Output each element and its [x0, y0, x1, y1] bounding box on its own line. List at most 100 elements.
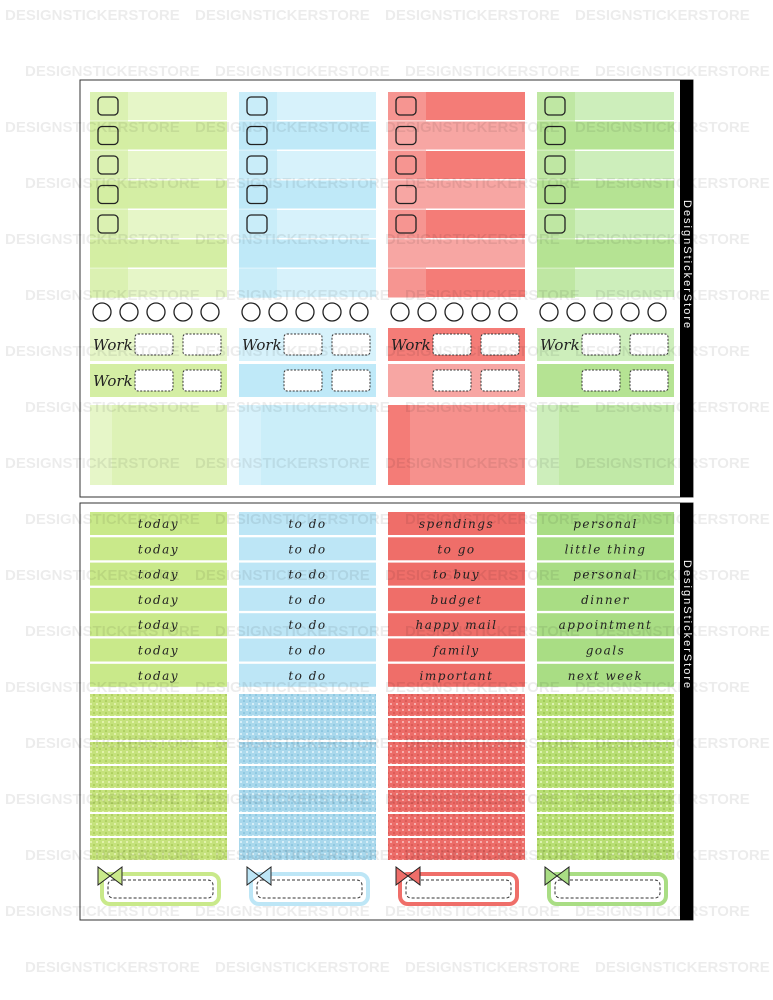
watermark: DESIGNSTICKERSTORE [215, 847, 390, 864]
label-strip [90, 613, 227, 637]
time-box [629, 369, 669, 392]
work-label: Work [93, 372, 133, 390]
watermark: DESIGNSTICKERSTORE [575, 679, 750, 696]
watermark: DESIGNSTICKERSTORE [195, 791, 370, 808]
strip-label: appointment [559, 618, 653, 632]
watermark: DESIGNSTICKERSTORE [405, 735, 580, 752]
time-box [480, 333, 520, 356]
bow-label-inner [405, 879, 512, 899]
watermark: DESIGNSTICKERSTORE [405, 511, 580, 528]
glitter-strip [388, 766, 525, 788]
watermark: DESIGNSTICKERSTORE [215, 623, 390, 640]
bottom-strip [680, 503, 693, 920]
bow-label-inner [554, 879, 661, 899]
watermark: DESIGNSTICKERSTORE [215, 175, 390, 192]
strip-label: budget [431, 593, 483, 607]
icon [97, 214, 119, 234]
icon [322, 302, 342, 322]
strip-label: today [138, 669, 179, 683]
glitter-strip [388, 694, 525, 716]
bow-label [547, 872, 668, 906]
watermark: DESIGNSTICKERSTORE [195, 7, 370, 24]
time-box [283, 333, 323, 356]
label-strip [388, 587, 525, 611]
watermark: DESIGNSTICKERSTORE [25, 399, 200, 416]
glitter-strip [388, 718, 525, 740]
strip-label: family [432, 644, 479, 658]
bottom-block-inner [261, 405, 376, 485]
watermark: DESIGNSTICKERSTORE [25, 175, 200, 192]
time-box [182, 369, 222, 392]
strip-label: little thing [565, 542, 647, 556]
label-strip [239, 537, 376, 561]
label-strip [388, 663, 525, 687]
glitter-strip [388, 790, 525, 812]
label-strip [239, 562, 376, 586]
icon [349, 302, 369, 322]
icon [544, 184, 566, 205]
icon [620, 302, 640, 322]
watermark: DESIGNSTICKERSTORE [5, 791, 180, 808]
strip-label: today [138, 568, 179, 582]
icon [593, 302, 613, 322]
strip-label: to do [288, 669, 326, 683]
icon [246, 96, 268, 116]
label-strip [90, 512, 227, 535]
icon [390, 302, 410, 322]
glitter-strip [388, 814, 525, 836]
time-box [134, 369, 174, 392]
time-box [283, 369, 323, 392]
watermark: DESIGNSTICKERSTORE [215, 735, 390, 752]
watermark: DESIGNSTICKERSTORE [595, 175, 770, 192]
strip-label: happy mail [415, 618, 497, 632]
icon [444, 302, 464, 322]
strip-label: to do [288, 517, 326, 531]
glitter-strip [90, 838, 227, 860]
glitter-strip [537, 694, 674, 716]
watermark: DESIGNSTICKERSTORE [25, 735, 200, 752]
watermark: DESIGNSTICKERSTORE [595, 847, 770, 864]
glitter-strip [239, 694, 376, 716]
watermark: DESIGNSTICKERSTORE [25, 959, 200, 976]
bottom-block-inner [112, 405, 227, 485]
strip-label: to go [437, 542, 475, 556]
strip-label: next week [568, 669, 643, 683]
bow [97, 866, 123, 886]
watermark: DESIGNSTICKERSTORE [215, 959, 390, 976]
time-box [581, 369, 621, 392]
strip-label: today [138, 517, 179, 531]
bow-label [100, 872, 221, 906]
bow [246, 866, 272, 886]
label-strip [90, 562, 227, 586]
watermark: DESIGNSTICKERSTORE [195, 567, 370, 584]
watermark: DESIGNSTICKERSTORE [215, 63, 390, 80]
watermark: DESIGNSTICKERSTORE [575, 7, 750, 24]
strip-label: to do [288, 568, 326, 582]
label-strip [90, 587, 227, 611]
watermark: DESIGNSTICKERSTORE [595, 959, 770, 976]
work-label: Work [540, 336, 580, 354]
label-strip [537, 537, 674, 561]
watermark: DESIGNSTICKERSTORE [5, 679, 180, 696]
watermark: DESIGNSTICKERSTORE [25, 623, 200, 640]
label-strip [537, 562, 674, 586]
icon [97, 155, 119, 175]
strip-label: today [138, 593, 179, 607]
time-box [629, 333, 669, 356]
glitter-strip [239, 814, 376, 836]
icon [471, 302, 491, 322]
label-strip [90, 537, 227, 561]
watermark: DESIGNSTICKERSTORE [575, 567, 750, 584]
icon [119, 302, 139, 322]
watermark: DESIGNSTICKERSTORE [5, 903, 180, 920]
glitter-strip [537, 790, 674, 812]
strip-label: dinner [581, 593, 630, 607]
glitter-strip [90, 742, 227, 764]
icon [395, 155, 417, 175]
bow [395, 866, 421, 886]
bottom-block-inner [410, 405, 525, 485]
watermark: DESIGNSTICKERSTORE [25, 847, 200, 864]
glitter-strip [537, 814, 674, 836]
glitter-strip [239, 742, 376, 764]
